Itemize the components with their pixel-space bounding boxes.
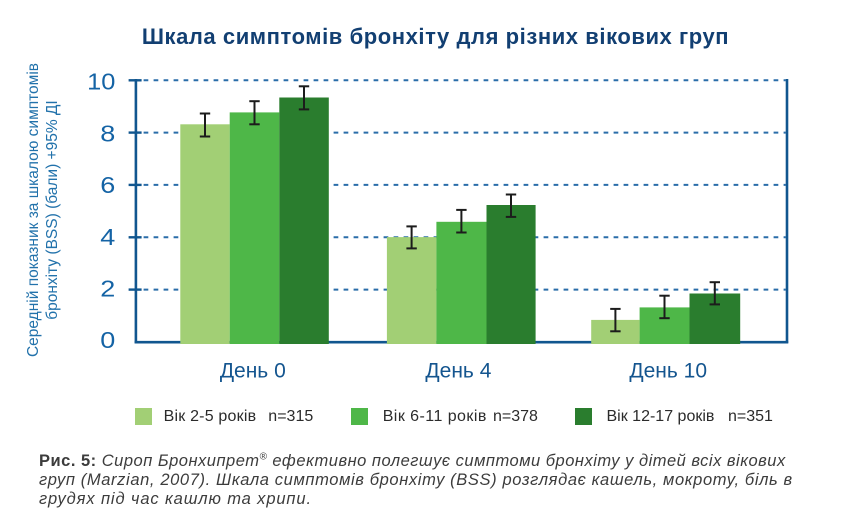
svg-text:2: 2 (100, 276, 115, 302)
svg-text:6: 6 (100, 173, 115, 199)
svg-text:День 0: День 0 (220, 359, 286, 382)
svg-text:10: 10 (87, 70, 115, 96)
svg-text:День 10: День 10 (629, 359, 707, 382)
svg-text:4: 4 (100, 224, 115, 250)
svg-text:8: 8 (100, 121, 115, 147)
svg-text:0: 0 (100, 328, 115, 354)
svg-text:День 4: День 4 (425, 359, 491, 382)
